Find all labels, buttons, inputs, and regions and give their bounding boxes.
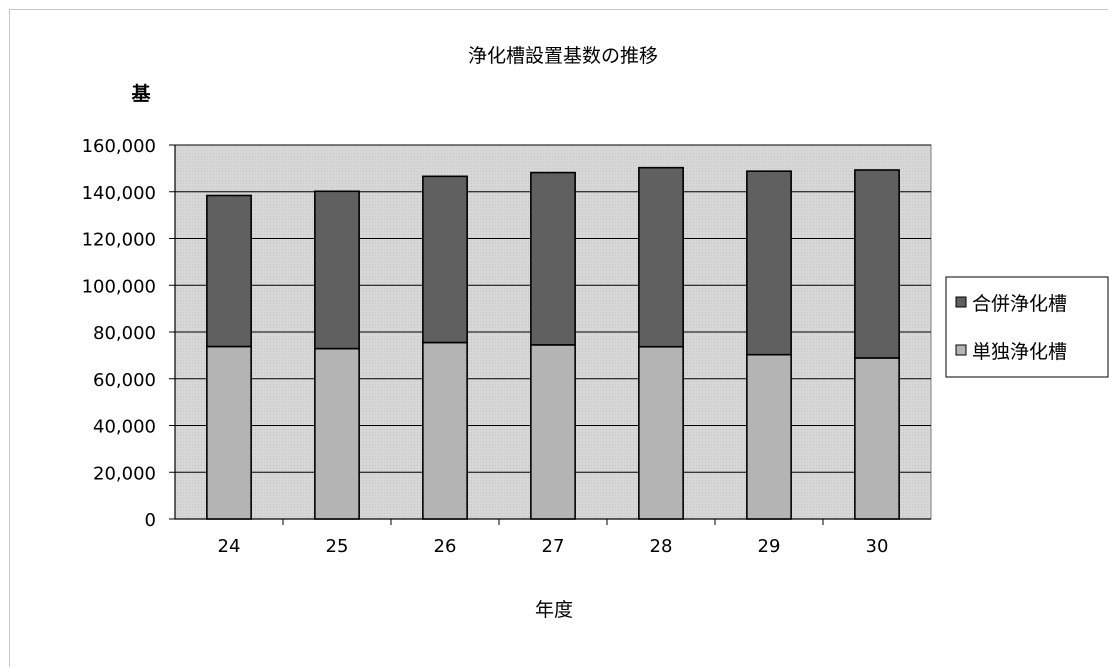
legend-label: 合併浄化槽 xyxy=(972,293,1067,315)
bar-gappei xyxy=(530,171,576,346)
bar-tandoku xyxy=(314,347,360,520)
bar-tandoku xyxy=(422,341,468,520)
bar-tandoku xyxy=(746,353,792,520)
legend-box xyxy=(945,276,1109,378)
y-tick-label: 60,000 xyxy=(93,370,156,391)
x-tick-label: 24 xyxy=(218,536,241,557)
bar-tandoku xyxy=(854,357,900,520)
x-tick-label: 25 xyxy=(326,536,349,557)
chart-title: 浄化槽設置基数の推移 xyxy=(468,45,658,67)
bar-tandoku xyxy=(530,344,576,520)
y-tick-label: 80,000 xyxy=(93,323,156,344)
bar-tandoku xyxy=(206,345,252,520)
bar-gappei xyxy=(206,194,252,348)
x-tick-label: 27 xyxy=(542,536,565,557)
y-tick-label: 140,000 xyxy=(82,183,156,204)
y-tick-label: 120,000 xyxy=(82,230,156,251)
bar-gappei xyxy=(422,175,468,344)
legend-label: 単独浄化槽 xyxy=(972,341,1067,363)
legend-swatch xyxy=(955,296,967,308)
x-tick-label: 26 xyxy=(434,536,457,557)
y-tick-label: 100,000 xyxy=(82,276,156,297)
bar-gappei xyxy=(746,170,792,356)
y-tick-label: 0 xyxy=(145,510,156,531)
y-axis-label: 基 xyxy=(130,82,151,105)
bar-tandoku xyxy=(638,345,684,520)
plot-area: 0 20,000 40,000 60,000 80,000 100,000 120,000 1… xyxy=(82,136,932,557)
y-tick-label: 160,000 xyxy=(82,136,156,157)
bar-gappei xyxy=(638,166,684,348)
x-axis-label: 年度 xyxy=(535,599,573,621)
legend-swatch xyxy=(955,344,967,356)
y-tick-label: 20,000 xyxy=(93,463,156,484)
bar-gappei xyxy=(314,190,360,350)
x-tick-label: 30 xyxy=(866,536,889,557)
y-tick-label: 40,000 xyxy=(93,417,156,438)
bar-gappei xyxy=(854,169,900,359)
x-tick-label: 29 xyxy=(758,536,781,557)
x-tick-label: 28 xyxy=(650,536,673,557)
